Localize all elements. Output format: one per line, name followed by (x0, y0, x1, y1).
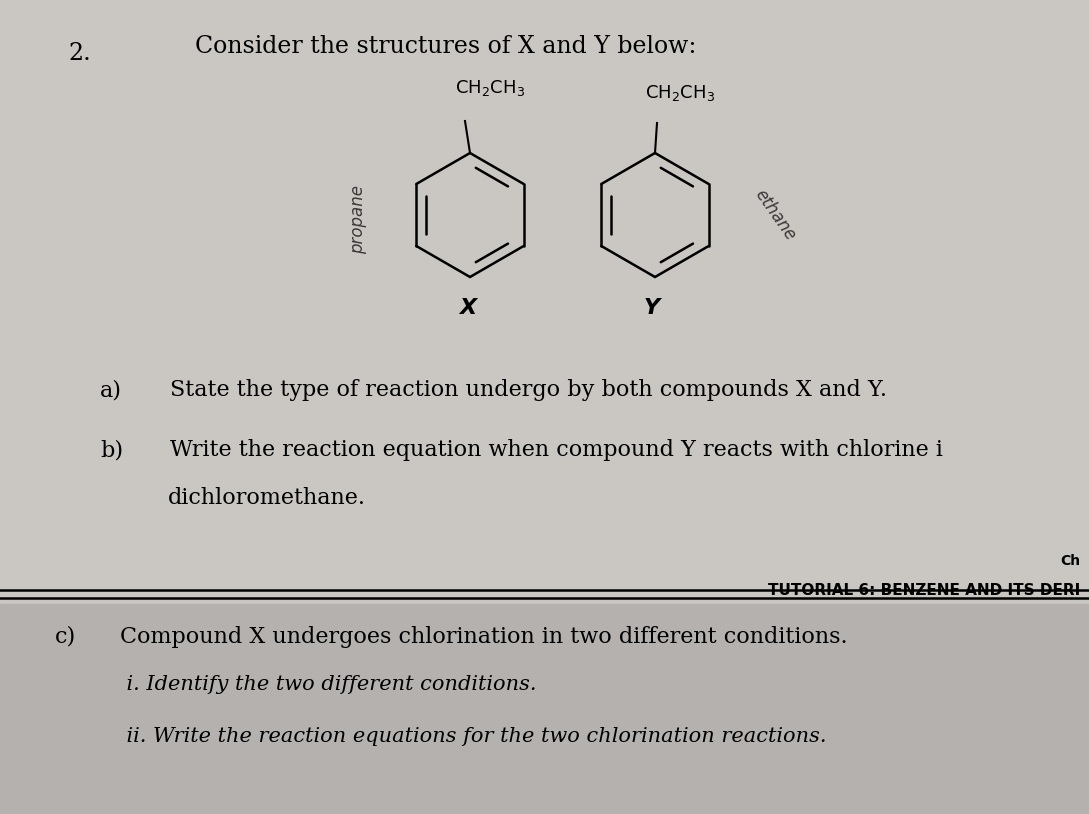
Text: Write the reaction equation when compound Y reacts with chlorine i: Write the reaction equation when compoun… (170, 439, 943, 461)
Text: $\mathregular{CH_2CH_3}$: $\mathregular{CH_2CH_3}$ (455, 78, 525, 98)
Text: Consider the structures of X and Y below:: Consider the structures of X and Y below… (195, 35, 696, 58)
Text: X: X (460, 298, 477, 318)
Text: 2.: 2. (68, 42, 90, 65)
Text: Compound X undergoes chlorination in two different conditions.: Compound X undergoes chlorination in two… (120, 626, 847, 648)
Text: i. Identify the two different conditions.: i. Identify the two different conditions… (100, 676, 537, 694)
Text: ethane: ethane (751, 186, 799, 244)
Text: ii. Write the reaction equations for the two chlorination reactions.: ii. Write the reaction equations for the… (100, 728, 827, 746)
Text: a): a) (100, 379, 122, 401)
Bar (0, 0, 1089, 604)
Text: TUTORIAL 6: BENZENE AND ITS DERI: TUTORIAL 6: BENZENE AND ITS DERI (768, 583, 1080, 598)
Text: dichloromethane.: dichloromethane. (168, 487, 366, 509)
Text: State the type of reaction undergo by both compounds X and Y.: State the type of reaction undergo by bo… (170, 379, 888, 401)
Bar (0, 604, 1089, 814)
Text: propane: propane (348, 186, 367, 255)
Text: Y: Y (644, 298, 660, 318)
Text: $\mathregular{CH_2CH_3}$: $\mathregular{CH_2CH_3}$ (645, 83, 715, 103)
Text: Ch: Ch (1060, 554, 1080, 568)
Text: c): c) (56, 626, 76, 648)
Text: b): b) (100, 439, 123, 461)
